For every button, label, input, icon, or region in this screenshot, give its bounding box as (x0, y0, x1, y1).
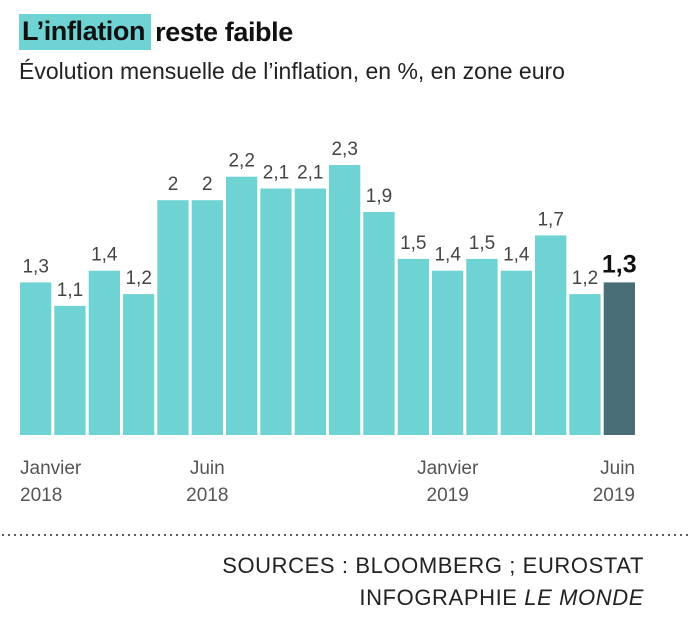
bar-5 (191, 200, 223, 435)
bar-10 (363, 212, 395, 435)
source-block: SOURCES : BLOOMBERG ; EUROSTAT INFOGRAPH… (222, 550, 644, 614)
value-label-15: 1,7 (537, 209, 563, 230)
bar-0 (20, 282, 52, 435)
chart-title: L’inflation reste faible (19, 12, 293, 52)
x-tick-label-3-2: 2019 (593, 485, 635, 506)
x-tick-label-1-1: Juin (190, 458, 225, 479)
bar-17 (603, 282, 635, 435)
chart-subtitle: Évolution mensuelle de l’inflation, en %… (19, 58, 565, 84)
bar-13 (466, 258, 498, 435)
value-label-9: 2,3 (331, 139, 357, 160)
bar-1 (54, 305, 86, 435)
bar-12 (432, 270, 464, 435)
x-tick-label-3-1: Juin (600, 458, 635, 479)
bar-6 (226, 176, 258, 435)
x-tick-label-0-2: 2018 (20, 485, 62, 506)
value-label-16: 1,2 (572, 268, 598, 289)
bar-chart: 1,3 1,1 1,4 1,2 2 2 2,2 2,1 2,1 2,3 1,9 1,5 1,4 1,5 1,… (20, 139, 637, 506)
bar-15 (535, 235, 567, 435)
value-label-14: 1,4 (503, 245, 530, 266)
value-label-8: 2,1 (297, 163, 323, 184)
x-tick-label-2-2: 2019 (427, 485, 469, 506)
value-label-7: 2,1 (263, 163, 289, 184)
value-label-2: 1,4 (91, 245, 118, 266)
sources-text: SOURCES : BLOOMBERG ; EUROSTAT (222, 553, 644, 578)
value-label-13: 1,5 (469, 233, 495, 254)
value-label-4: 2 (168, 174, 179, 195)
credit-italic: LE MONDE (524, 585, 644, 610)
x-tick-label-2-1: Janvier (417, 458, 479, 479)
value-label-6: 2,2 (228, 151, 254, 172)
bar-9 (329, 165, 361, 435)
x-tick-label-0-1: Janvier (20, 458, 82, 479)
bar-2 (88, 270, 120, 435)
value-label-5: 2 (202, 174, 213, 195)
bar-11 (397, 258, 429, 435)
value-label-11: 1,5 (400, 233, 426, 254)
bar-14 (500, 270, 532, 435)
dotted-divider (0, 534, 688, 536)
value-label-3: 1,2 (125, 268, 151, 289)
x-tick-label-1-2: 2018 (186, 485, 228, 506)
credit-text: INFOGRAPHIE LE MONDE (222, 582, 644, 614)
bar-16 (569, 294, 601, 435)
value-label-10: 1,9 (366, 186, 392, 207)
bar-3 (123, 294, 155, 435)
value-label-1: 1,1 (57, 280, 83, 301)
value-label-0: 1,3 (22, 256, 48, 277)
bar-7 (260, 188, 292, 435)
credit-prefix: INFOGRAPHIE (359, 585, 525, 610)
value-label-17: 1,3 (602, 250, 637, 278)
bar-4 (157, 200, 189, 435)
bar-8 (294, 188, 326, 435)
title-highlight: L’inflation (19, 14, 152, 50)
value-label-12: 1,4 (434, 245, 461, 266)
title-rest: reste faible (155, 16, 293, 47)
